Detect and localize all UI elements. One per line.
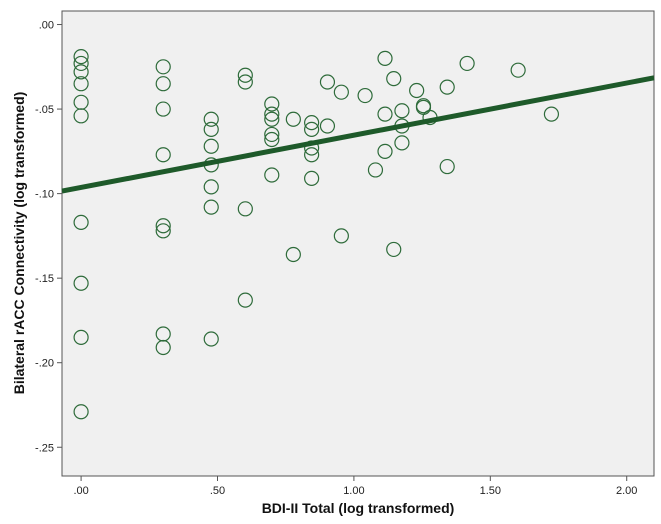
data-point — [237, 292, 253, 308]
data-point — [264, 167, 280, 183]
data-point — [304, 170, 320, 186]
x-tick-label: .50 — [210, 485, 225, 497]
data-point — [409, 82, 425, 99]
data-point — [73, 49, 89, 65]
data-point — [73, 329, 89, 345]
y-tick-label: -.20 — [35, 358, 54, 370]
data-point — [73, 275, 89, 291]
x-tick-label: 2.00 — [616, 485, 637, 497]
plot-area — [61, 10, 655, 477]
data-point — [264, 126, 280, 143]
fit-line — [61, 75, 655, 194]
data-point — [73, 55, 89, 72]
data-point — [155, 101, 171, 117]
data-point — [386, 241, 402, 258]
data-point — [203, 179, 219, 195]
data-point — [264, 106, 280, 122]
y-tick-label: -.10 — [35, 189, 54, 201]
data-point — [386, 71, 402, 87]
data-point — [394, 135, 410, 151]
data-point — [367, 162, 384, 178]
data-point — [304, 147, 320, 163]
data-point — [203, 138, 219, 154]
data-point — [377, 106, 393, 122]
y-tick-label: -.05 — [35, 104, 54, 116]
data-point — [333, 228, 349, 244]
data-point — [304, 121, 320, 137]
data-point — [155, 339, 171, 356]
data-point — [319, 74, 336, 90]
data-point — [543, 106, 560, 122]
data-point — [304, 114, 320, 131]
data-point — [155, 59, 171, 75]
data-point — [155, 223, 171, 239]
data-point — [319, 118, 336, 134]
data-point — [264, 96, 280, 112]
data-point — [73, 404, 89, 420]
data-point — [394, 103, 410, 119]
data-point — [237, 201, 253, 217]
x-axis-title: BDI-II Total (log transformed) — [262, 500, 455, 516]
data-point — [73, 214, 89, 230]
data-point — [285, 246, 301, 263]
data-point — [377, 50, 393, 66]
data-point — [264, 131, 280, 148]
data-point — [333, 84, 349, 100]
data-point — [264, 111, 280, 127]
y-tick-label: .00 — [39, 20, 54, 32]
data-point — [439, 158, 455, 175]
y-axis-ticks: .00 -.05 -.10 -.15 -.20 -.25 — [35, 20, 62, 454]
x-tick-label: 1.50 — [480, 485, 501, 497]
data-point — [357, 87, 373, 104]
y-tick-label: -.25 — [35, 442, 54, 454]
data-point — [203, 331, 219, 347]
y-axis-title: Bilateral rACC Connectivity (log transfo… — [11, 92, 27, 395]
data-point — [203, 121, 219, 137]
data-point — [73, 76, 89, 92]
data-point — [155, 218, 171, 234]
data-point — [459, 55, 475, 72]
data-point — [203, 199, 219, 215]
data-point — [203, 111, 219, 127]
data-point — [73, 108, 89, 124]
data-point — [155, 147, 171, 163]
y-tick-label: -.15 — [35, 273, 54, 285]
x-axis-ticks: .00 .50 1.00 1.50 2.00 — [73, 476, 637, 497]
data-point — [73, 64, 89, 80]
data-point — [237, 67, 253, 83]
data-point — [155, 76, 171, 92]
data-point — [285, 111, 301, 127]
x-tick-label: .00 — [73, 485, 88, 497]
data-point — [510, 62, 526, 78]
data-point — [237, 74, 253, 90]
x-tick-label: 1.00 — [343, 485, 364, 497]
data-point — [377, 143, 393, 159]
data-point — [439, 79, 455, 95]
